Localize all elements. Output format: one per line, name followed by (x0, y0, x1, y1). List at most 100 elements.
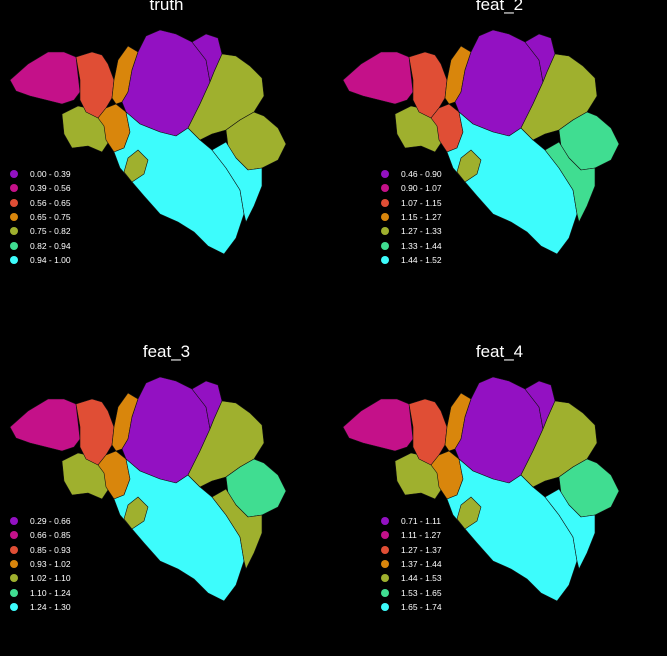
legend-label: 0.46 - 0.90 (401, 169, 442, 180)
legend-swatch (381, 588, 389, 597)
legend-swatch (381, 255, 389, 264)
legend-item: 1.11 - 1.27 (381, 528, 442, 542)
legend-item: 1.24 - 1.30 (10, 600, 71, 614)
legend-label: 1.24 - 1.30 (30, 601, 71, 612)
legend-item: 1.27 - 1.33 (381, 224, 442, 238)
legend-swatch (381, 170, 389, 179)
region-wfl (9, 398, 81, 452)
map-panel-feat-4: feat_4 0.71 - 1.11 1.11 - 1.27 1.27 - 1.… (333, 342, 666, 656)
region-lie (187, 53, 265, 141)
legend-item: 0.71 - 1.11 (381, 514, 442, 528)
legend-item: 1.44 - 1.53 (381, 571, 442, 585)
legend-label: 0.56 - 0.65 (30, 197, 71, 208)
region-ofl (75, 398, 115, 466)
region-wbr (123, 149, 149, 183)
region-lux (544, 488, 596, 570)
legend-item: 0.66 - 0.85 (10, 528, 71, 542)
legend-label: 0.94 - 1.00 (30, 254, 71, 265)
legend-swatch (10, 213, 18, 222)
legend-swatch (10, 184, 18, 193)
choropleth-map (9, 29, 287, 255)
choropleth-map (342, 376, 620, 602)
panel-title: feat_3 (142, 342, 191, 361)
region-lie (187, 400, 265, 488)
legend-item: 1.15 - 1.27 (381, 210, 442, 224)
legend-swatch (10, 255, 18, 264)
legend-swatch (10, 531, 18, 540)
legend-item: 0.93 - 1.02 (10, 557, 71, 571)
legend-swatch (381, 184, 389, 193)
legend-item: 1.02 - 1.10 (10, 571, 71, 585)
map-legend: 0.00 - 0.39 0.39 - 0.56 0.56 - 0.65 0.65… (10, 167, 71, 267)
region-lux (544, 141, 596, 223)
legend-swatch (381, 517, 389, 526)
choropleth-map (342, 29, 620, 255)
legend-item: 0.39 - 0.56 (10, 181, 71, 195)
legend-label: 1.10 - 1.24 (30, 587, 71, 598)
region-nam (446, 458, 578, 602)
choropleth-map (9, 376, 287, 602)
legend-item: 0.46 - 0.90 (381, 167, 442, 181)
legend-swatch (381, 574, 389, 583)
legend-label: 0.90 - 1.07 (401, 183, 442, 194)
legend-swatch (10, 517, 18, 526)
legend-label: 0.93 - 1.02 (30, 559, 71, 570)
region-wbr (123, 496, 149, 530)
legend-swatch (10, 588, 18, 597)
region-lux (211, 141, 263, 223)
legend-swatch (10, 602, 18, 611)
region-lie (520, 53, 598, 141)
legend-label: 0.85 - 0.93 (30, 544, 71, 555)
legend-swatch (381, 198, 389, 207)
legend-swatch (381, 560, 389, 569)
legend-swatch (381, 545, 389, 554)
legend-item: 1.07 - 1.15 (381, 196, 442, 210)
map-legend: 0.71 - 1.11 1.11 - 1.27 1.27 - 1.37 1.37… (381, 514, 442, 614)
legend-label: 1.44 - 1.53 (401, 573, 442, 584)
legend-item: 0.75 - 0.82 (10, 224, 71, 238)
legend-label: 1.11 - 1.27 (401, 530, 442, 541)
region-wfl (342, 398, 414, 452)
region-ofl (75, 51, 115, 119)
region-nam (113, 458, 245, 602)
legend-item: 0.29 - 0.66 (10, 514, 71, 528)
region-wfl (9, 51, 81, 105)
legend-label: 1.27 - 1.33 (401, 226, 442, 237)
legend-label: 1.15 - 1.27 (401, 212, 442, 223)
legend-label: 1.37 - 1.44 (401, 559, 442, 570)
legend-label: 1.07 - 1.15 (401, 197, 442, 208)
legend-label: 0.39 - 0.56 (30, 183, 71, 194)
map-panel-feat-3: feat_3 0.29 - 0.66 0.66 - 0.85 0.85 - 0.… (0, 342, 333, 656)
legend-swatch (10, 170, 18, 179)
map-legend: 0.46 - 0.90 0.90 - 1.07 1.07 - 1.15 1.15… (381, 167, 442, 267)
legend-item: 1.10 - 1.24 (10, 585, 71, 599)
region-lux (211, 488, 263, 570)
legend-swatch (10, 574, 18, 583)
legend-label: 0.65 - 0.75 (30, 212, 71, 223)
legend-swatch (381, 602, 389, 611)
legend-item: 0.94 - 1.00 (10, 253, 71, 267)
legend-label: 0.29 - 0.66 (30, 516, 71, 527)
legend-item: 1.33 - 1.44 (381, 238, 442, 252)
legend-item: 1.53 - 1.65 (381, 585, 442, 599)
legend-swatch (381, 227, 389, 236)
legend-label: 0.00 - 0.39 (30, 169, 71, 180)
map-legend: 0.29 - 0.66 0.66 - 0.85 0.85 - 0.93 0.93… (10, 514, 71, 614)
legend-swatch (381, 213, 389, 222)
legend-swatch (381, 531, 389, 540)
legend-item: 0.00 - 0.39 (10, 167, 71, 181)
legend-label: 0.75 - 0.82 (30, 226, 71, 237)
region-lie (520, 400, 598, 488)
region-wfl (342, 51, 414, 105)
map-panel-feat-2: feat_2 0.46 - 0.90 0.90 - 1.07 1.07 - 1.… (333, 0, 666, 309)
legend-item: 1.65 - 1.74 (381, 600, 442, 614)
legend-item: 1.27 - 1.37 (381, 543, 442, 557)
legend-swatch (10, 241, 18, 250)
legend-label: 1.02 - 1.10 (30, 573, 71, 584)
region-ofl (408, 398, 448, 466)
legend-item: 1.37 - 1.44 (381, 557, 442, 571)
legend-swatch (10, 198, 18, 207)
legend-swatch (381, 241, 389, 250)
region-nam (113, 111, 245, 255)
legend-swatch (10, 227, 18, 236)
